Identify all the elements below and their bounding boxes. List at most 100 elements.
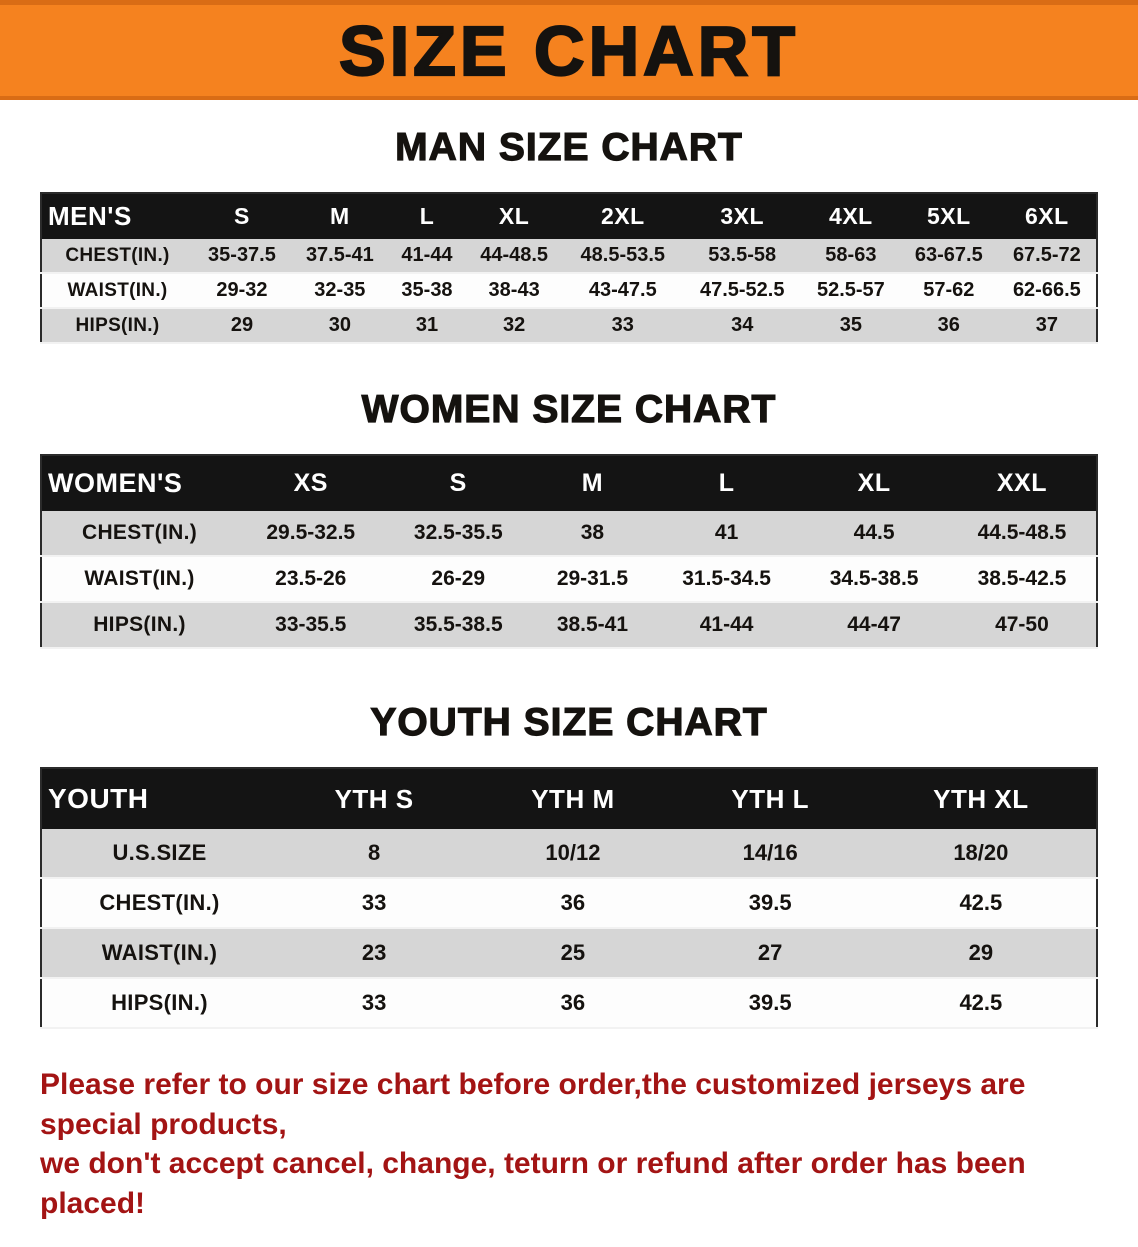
measurement-value: 41-44	[388, 239, 466, 274]
measurement-value: 31	[388, 308, 466, 344]
measurement-value: 18/20	[865, 829, 1097, 879]
size-column-header: YTH M	[471, 768, 675, 829]
size-column-header: 2XL	[563, 193, 683, 239]
measurement-label: CHEST(IN.)	[41, 878, 277, 929]
measurement-value: 35-37.5	[193, 239, 291, 274]
measurement-value: 38.5-42.5	[947, 556, 1097, 603]
measurement-value: 62-66.5	[997, 273, 1097, 309]
measurement-value: 10/12	[471, 829, 675, 879]
measurement-value: 33-35.5	[237, 602, 385, 649]
size-column-header: 3XL	[682, 193, 802, 239]
measurement-value: 32-35	[290, 273, 389, 309]
measurement-row: WAIST(IN.) 23 25 27 29	[41, 928, 1097, 979]
size-column-header: XL	[800, 455, 948, 511]
measurement-value: 29-31.5	[532, 556, 653, 603]
size-column-header: XS	[237, 455, 385, 511]
measurement-value: 23.5-26	[237, 556, 385, 603]
size-column-header: L	[652, 455, 801, 511]
measurement-value: 42.5	[865, 978, 1097, 1029]
measurement-value: 35-38	[388, 273, 466, 309]
measurement-value: 48.5-53.5	[563, 239, 683, 274]
sections: MAN SIZE CHART MEN'S S M L XL 2XL 3XL 4XL 5XL 6XL C…	[0, 125, 1138, 1029]
measurement-value: 41-44	[652, 602, 801, 649]
measurement-value: 23	[277, 928, 472, 979]
measurement-value: 39.5	[674, 978, 866, 1029]
measurement-row: U.S.SIZE 8 10/12 14/16 18/20	[41, 829, 1097, 879]
header-row: MEN'S S M L XL 2XL 3XL 4XL 5XL 6XL	[41, 193, 1097, 239]
measurement-value: 42.5	[865, 878, 1097, 929]
measurement-value: 53.5-58	[682, 239, 802, 274]
measurement-row: HIPS(IN.) 29 30 31 32 33 34 35 36 37	[41, 308, 1097, 344]
size-column-header: YTH XL	[865, 768, 1097, 829]
measurement-label: CHEST(IN.)	[41, 239, 193, 274]
measurement-value: 57-62	[899, 273, 998, 309]
measurement-value: 58-63	[801, 239, 900, 274]
section-men: MAN SIZE CHART MEN'S S M L XL 2XL 3XL 4XL 5XL 6XL C…	[40, 125, 1098, 344]
measurement-value: 14/16	[674, 829, 866, 879]
page-title: SIZE CHART	[338, 11, 799, 90]
measurement-value: 41	[652, 511, 801, 557]
size-column-header: M	[290, 193, 389, 239]
measurement-value: 29.5-32.5	[237, 511, 385, 557]
measurement-value: 63-67.5	[899, 239, 998, 274]
measurement-label: WAIST(IN.)	[41, 556, 237, 603]
footer-disclaimer: Please refer to our size chart before or…	[40, 1065, 1098, 1223]
measurement-value: 34	[682, 308, 802, 344]
measurement-value: 35	[801, 308, 900, 344]
size-column-header: S	[384, 455, 533, 511]
measurement-label: HIPS(IN.)	[41, 602, 237, 649]
measurement-value: 44-47	[800, 602, 948, 649]
measurement-row: CHEST(IN.) 29.5-32.5 32.5-35.5 38 41 44.5 44.5…	[41, 511, 1097, 557]
measurement-value: 31.5-34.5	[652, 556, 801, 603]
women-table-title: WOMEN'S	[41, 455, 237, 511]
measurement-value: 8	[277, 829, 472, 879]
measurement-label: HIPS(IN.)	[41, 308, 193, 344]
measurement-value: 35.5-38.5	[384, 602, 533, 649]
measurement-value: 37	[997, 308, 1097, 344]
measurement-value: 34.5-38.5	[800, 556, 948, 603]
measurement-value: 30	[290, 308, 389, 344]
measurement-label: WAIST(IN.)	[41, 273, 193, 309]
measurement-value: 36	[471, 978, 675, 1029]
size-column-header: YTH S	[277, 768, 472, 829]
men-section-heading: MAN SIZE CHART	[395, 125, 743, 169]
measurement-value: 29	[865, 928, 1097, 979]
disclaimer-line-2: we don't accept cancel, change, teturn o…	[40, 1147, 1026, 1220]
measurement-value: 25	[471, 928, 675, 979]
measurement-value: 47-50	[947, 602, 1097, 649]
measurement-value: 44-48.5	[465, 239, 564, 274]
men-size-table: MEN'S S M L XL 2XL 3XL 4XL 5XL 6XL CHEST(IN.) 35-37…	[40, 192, 1098, 344]
measurement-value: 27	[674, 928, 866, 979]
youth-size-table: YOUTH YTH S YTH M YTH L YTH XL U.S.SIZE 8 10/12…	[40, 767, 1098, 1029]
measurement-value: 38-43	[465, 273, 564, 309]
measurement-value: 32.5-35.5	[384, 511, 533, 557]
disclaimer-line-1: Please refer to our size chart before or…	[40, 1068, 1026, 1141]
section-youth: YOUTH SIZE CHART YOUTH YTH S YTH M YTH L YTH …	[40, 700, 1098, 1029]
measurement-row: HIPS(IN.) 33-35.5 35.5-38.5 38.5-41 41-44 44-…	[41, 602, 1097, 649]
measurement-value: 52.5-57	[801, 273, 900, 309]
size-column-header: 6XL	[997, 193, 1097, 239]
measurement-label: WAIST(IN.)	[41, 928, 277, 979]
size-column-header: 4XL	[801, 193, 900, 239]
measurement-value: 43-47.5	[563, 273, 683, 309]
measurement-label: HIPS(IN.)	[41, 978, 277, 1029]
measurement-value: 39.5	[674, 878, 866, 929]
size-column-header: 5XL	[899, 193, 998, 239]
header-row: WOMEN'S XS S M L XL XXL	[41, 455, 1097, 511]
size-column-header: XXL	[947, 455, 1097, 511]
measurement-value: 33	[277, 878, 472, 929]
measurement-value: 37.5-41	[290, 239, 389, 274]
measurement-value: 33	[563, 308, 683, 344]
size-column-header: XL	[465, 193, 564, 239]
size-column-header: YTH L	[674, 768, 866, 829]
women-size-table: WOMEN'S XS S M L XL XXL CHEST(IN.) 29.5-32.5 32.5…	[40, 454, 1098, 649]
measurement-row: WAIST(IN.) 29-32 32-35 35-38 38-43 43-47.5 47.…	[41, 273, 1097, 309]
measurement-value: 38.5-41	[532, 602, 653, 649]
measurement-value: 26-29	[384, 556, 533, 603]
section-women: WOMEN SIZE CHART WOMEN'S XS S M L XL XXL CHEST(I…	[40, 387, 1098, 649]
measurement-value: 44.5	[800, 511, 948, 557]
size-column-header: M	[532, 455, 653, 511]
measurement-value: 44.5-48.5	[947, 511, 1097, 557]
measurement-row: HIPS(IN.) 33 36 39.5 42.5	[41, 978, 1097, 1029]
measurement-value: 36	[899, 308, 998, 344]
